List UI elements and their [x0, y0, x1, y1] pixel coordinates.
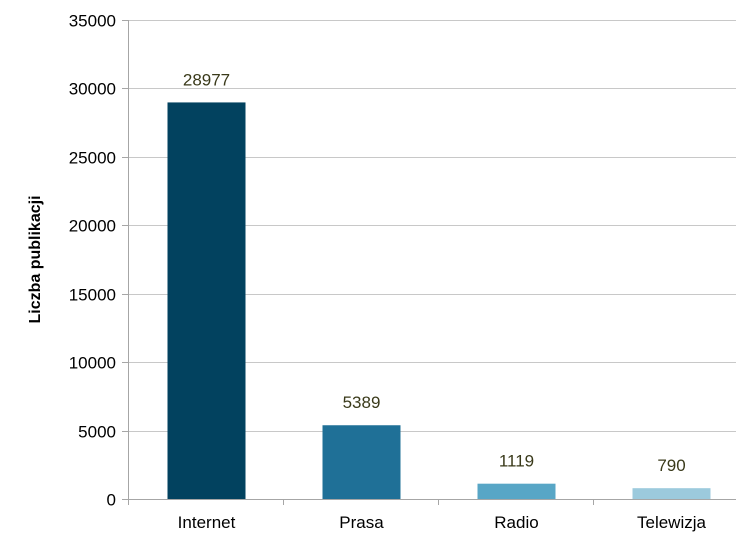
data-labels: 28977 5389 1119 790: [183, 70, 686, 475]
x-tick-labels: Internet Prasa Radio Telewizja: [178, 513, 707, 532]
y-tick-label: 25000: [69, 149, 116, 168]
x-tick-label: Telewizja: [637, 513, 707, 532]
y-tick-label: 35000: [69, 12, 116, 31]
data-label: 1119: [499, 452, 534, 471]
y-tick-label: 15000: [69, 286, 116, 305]
x-tick-label: Radio: [494, 513, 538, 532]
bar-telewizja: [632, 488, 711, 499]
data-label: 28977: [183, 70, 230, 89]
bar-prasa: [322, 425, 401, 499]
x-tick-label: Internet: [178, 513, 236, 532]
y-tick-label: 20000: [69, 217, 116, 236]
axes: [128, 20, 736, 505]
data-label: 5389: [343, 393, 381, 412]
y-tick-label: 5000: [78, 423, 116, 442]
x-tick-label: Prasa: [339, 513, 384, 532]
bar-internet: [167, 102, 246, 500]
y-tick-label: 10000: [69, 354, 116, 373]
bar-radio: [477, 483, 556, 499]
data-label: 790: [657, 456, 685, 475]
y-axis-title: Liczba publikacji: [27, 195, 44, 323]
y-tick-labels: 0 5000 10000 15000 20000 25000 30000 35000: [69, 12, 116, 510]
y-tick-label: 0: [107, 491, 116, 510]
bars: [167, 102, 711, 505]
y-tick-label: 30000: [69, 80, 116, 99]
